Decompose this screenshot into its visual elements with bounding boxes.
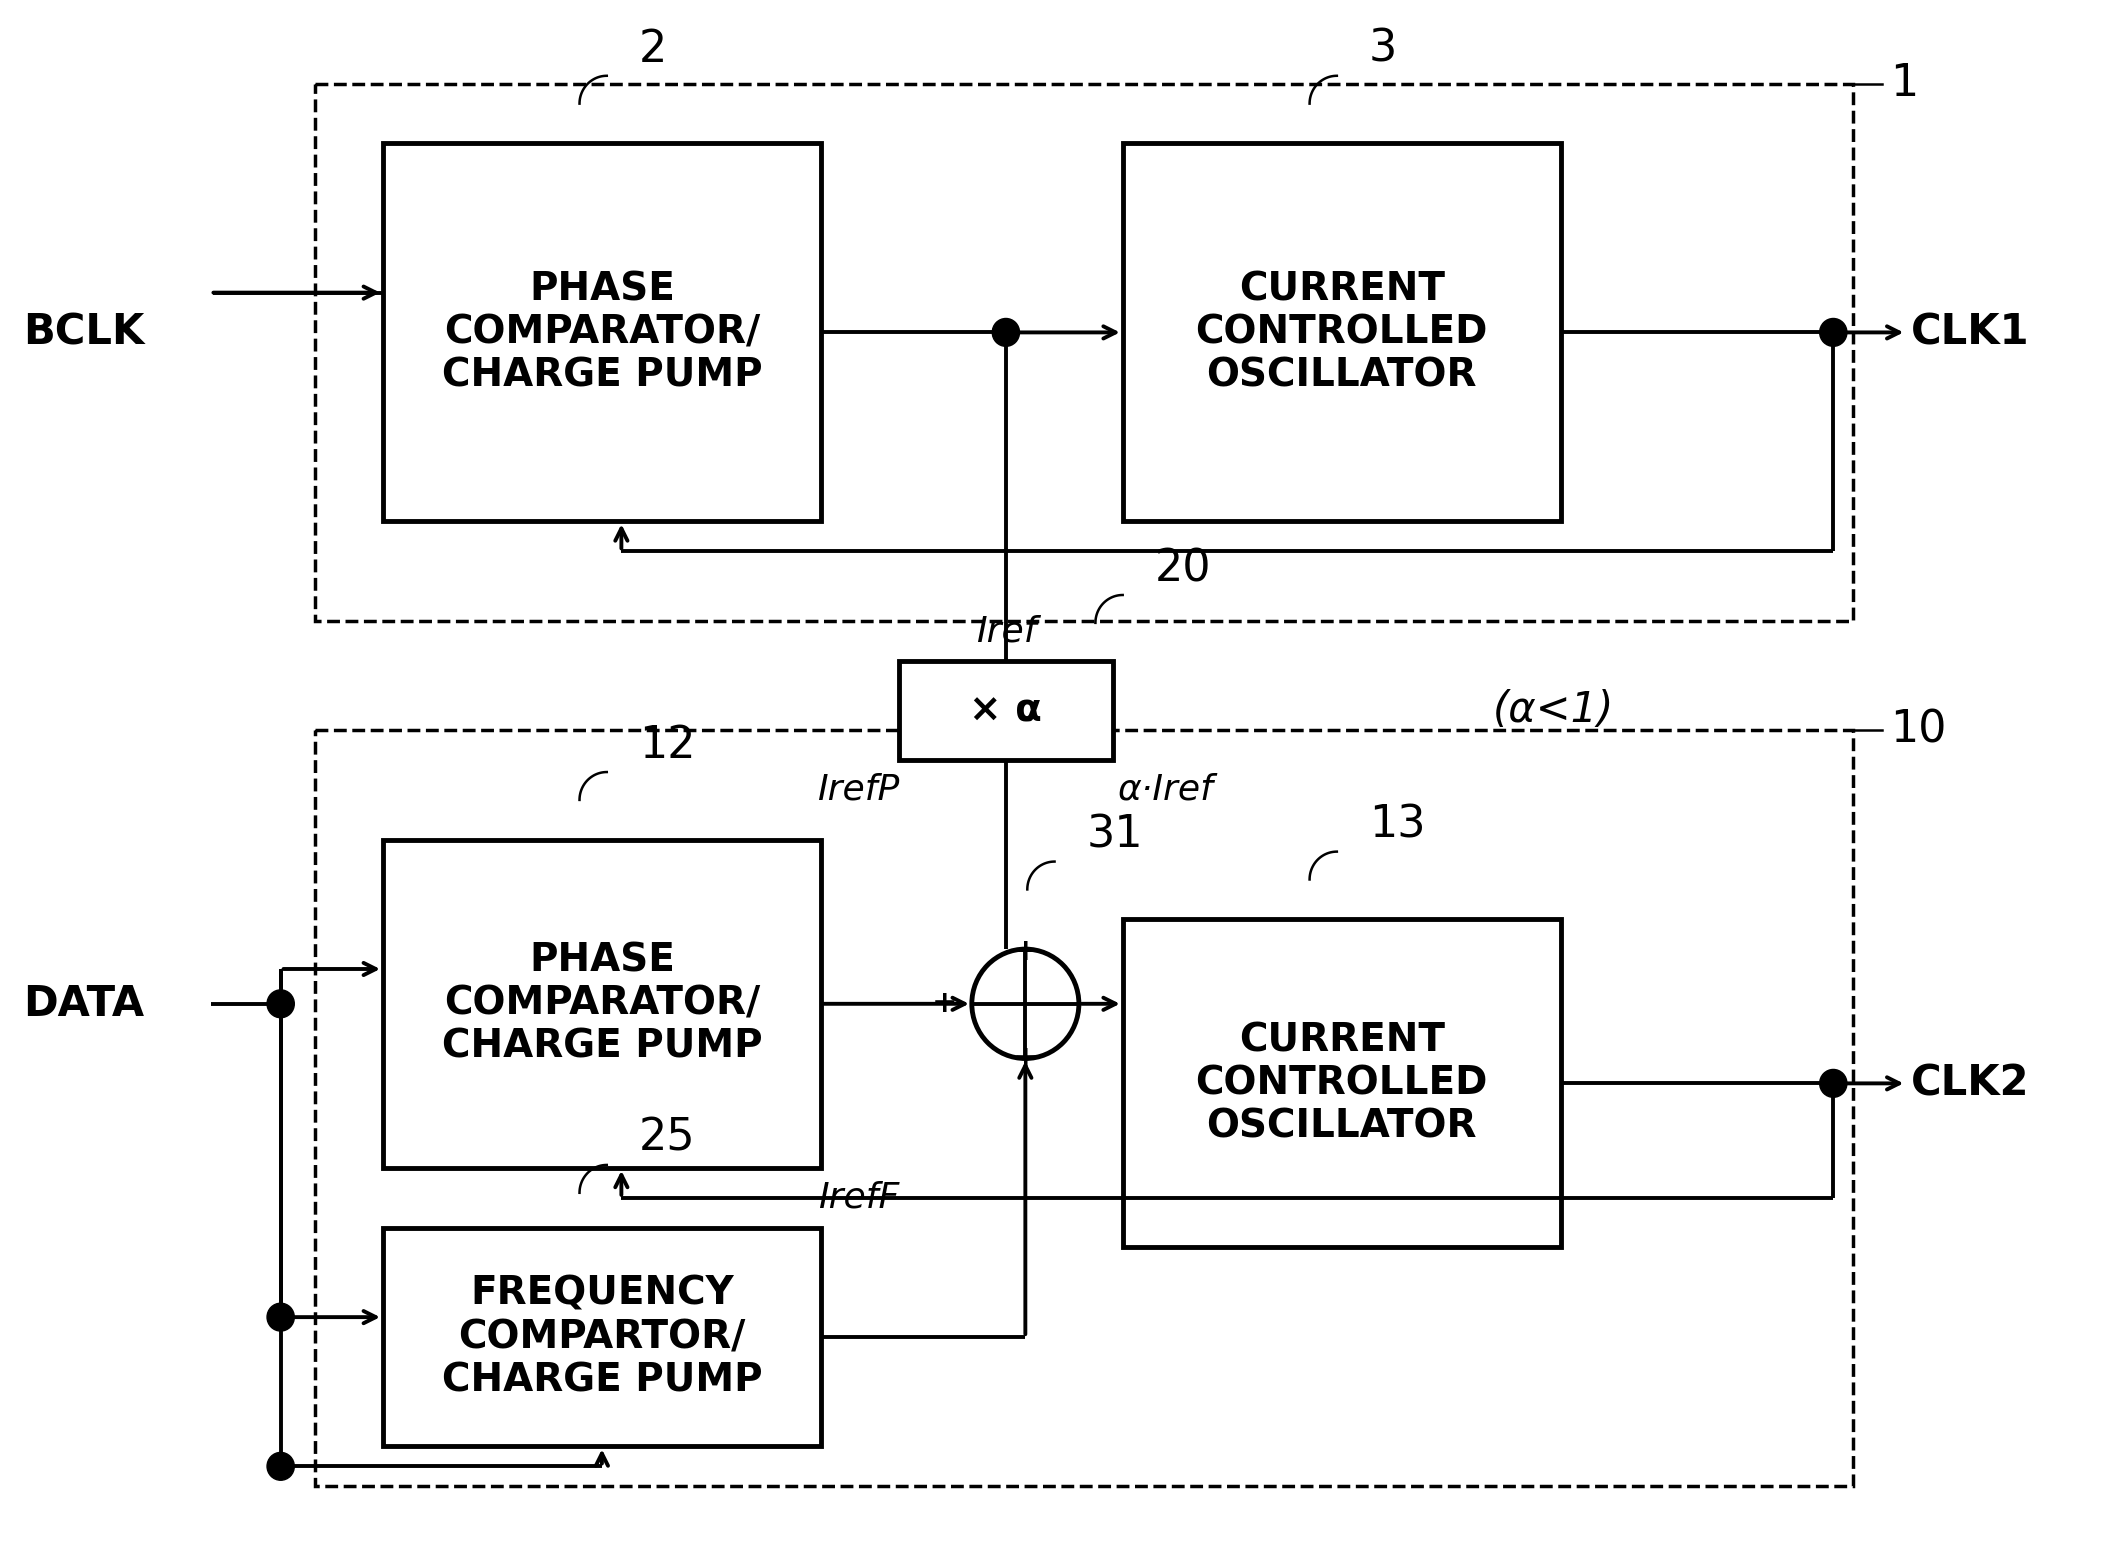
Text: OSCILLATOR: OSCILLATOR <box>1207 356 1478 395</box>
Circle shape <box>268 990 293 1018</box>
Text: CURRENT: CURRENT <box>1239 1022 1444 1059</box>
Text: 3: 3 <box>1368 28 1397 70</box>
Text: 20: 20 <box>1155 547 1212 590</box>
Text: PHASE: PHASE <box>530 942 676 979</box>
Bar <box>899 661 1112 761</box>
Bar <box>382 144 821 522</box>
Text: CLK1: CLK1 <box>1910 311 2031 353</box>
Text: Iref: Iref <box>975 615 1037 648</box>
Text: +: + <box>931 989 956 1018</box>
Text: COMPARATOR/: COMPARATOR/ <box>443 984 760 1023</box>
Text: FREQUENCY: FREQUENCY <box>471 1275 735 1312</box>
Bar <box>382 840 821 1168</box>
Text: DATA: DATA <box>23 982 144 1025</box>
Bar <box>1123 144 1560 522</box>
Text: CONTROLLED: CONTROLLED <box>1195 314 1488 351</box>
Text: CHARGE PUMP: CHARGE PUMP <box>441 1028 762 1065</box>
Text: (α<1): (α<1) <box>1492 689 1615 731</box>
Text: +: + <box>1013 937 1039 967</box>
Text: CURRENT: CURRENT <box>1239 270 1444 308</box>
Text: IrefF: IrefF <box>817 1181 899 1215</box>
Text: CHARGE PUMP: CHARGE PUMP <box>441 356 762 395</box>
Text: OSCILLATOR: OSCILLATOR <box>1207 1107 1478 1145</box>
Text: 2: 2 <box>640 28 667 70</box>
Circle shape <box>268 1453 293 1481</box>
Text: 10: 10 <box>1889 709 1946 751</box>
Text: CONTROLLED: CONTROLLED <box>1195 1064 1488 1103</box>
Bar <box>315 731 1853 1485</box>
Text: CLK2: CLK2 <box>1910 1062 2029 1104</box>
Bar <box>1123 920 1560 1248</box>
Text: CHARGE PUMP: CHARGE PUMP <box>441 1361 762 1400</box>
Text: PHASE: PHASE <box>530 270 676 308</box>
Bar <box>382 1228 821 1446</box>
Text: α·Iref: α·Iref <box>1119 773 1214 808</box>
Text: +: + <box>1013 1045 1039 1073</box>
Circle shape <box>1820 319 1847 347</box>
Text: 25: 25 <box>640 1117 695 1161</box>
Text: 13: 13 <box>1368 803 1425 847</box>
Text: BCLK: BCLK <box>23 311 144 353</box>
Circle shape <box>268 1303 293 1331</box>
Text: × α: × α <box>969 692 1043 729</box>
Text: IrefP: IrefP <box>817 773 899 808</box>
Text: COMPARATOR/: COMPARATOR/ <box>443 314 760 351</box>
Text: COMPARTOR/: COMPARTOR/ <box>458 1318 745 1356</box>
Text: 12: 12 <box>640 725 695 767</box>
Circle shape <box>1820 1070 1847 1097</box>
Text: 1: 1 <box>1889 62 1919 105</box>
Bar <box>315 84 1853 620</box>
Circle shape <box>992 319 1020 347</box>
Text: 31: 31 <box>1087 814 1144 856</box>
